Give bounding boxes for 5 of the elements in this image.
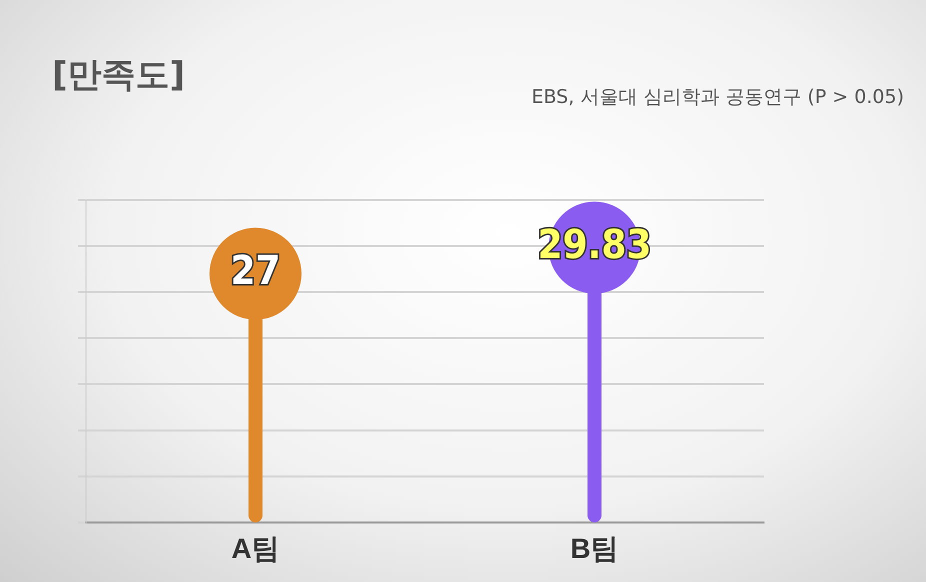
- text: EBS, 서울대 심리학과 공동연구 (P > 0.05): [531, 85, 904, 110]
- x-tick-label: A팀: [231, 532, 280, 564]
- data-label: 27: [230, 248, 281, 294]
- chart-title: [만족도]: [52, 54, 186, 97]
- x-tick-label: B팀: [570, 532, 619, 564]
